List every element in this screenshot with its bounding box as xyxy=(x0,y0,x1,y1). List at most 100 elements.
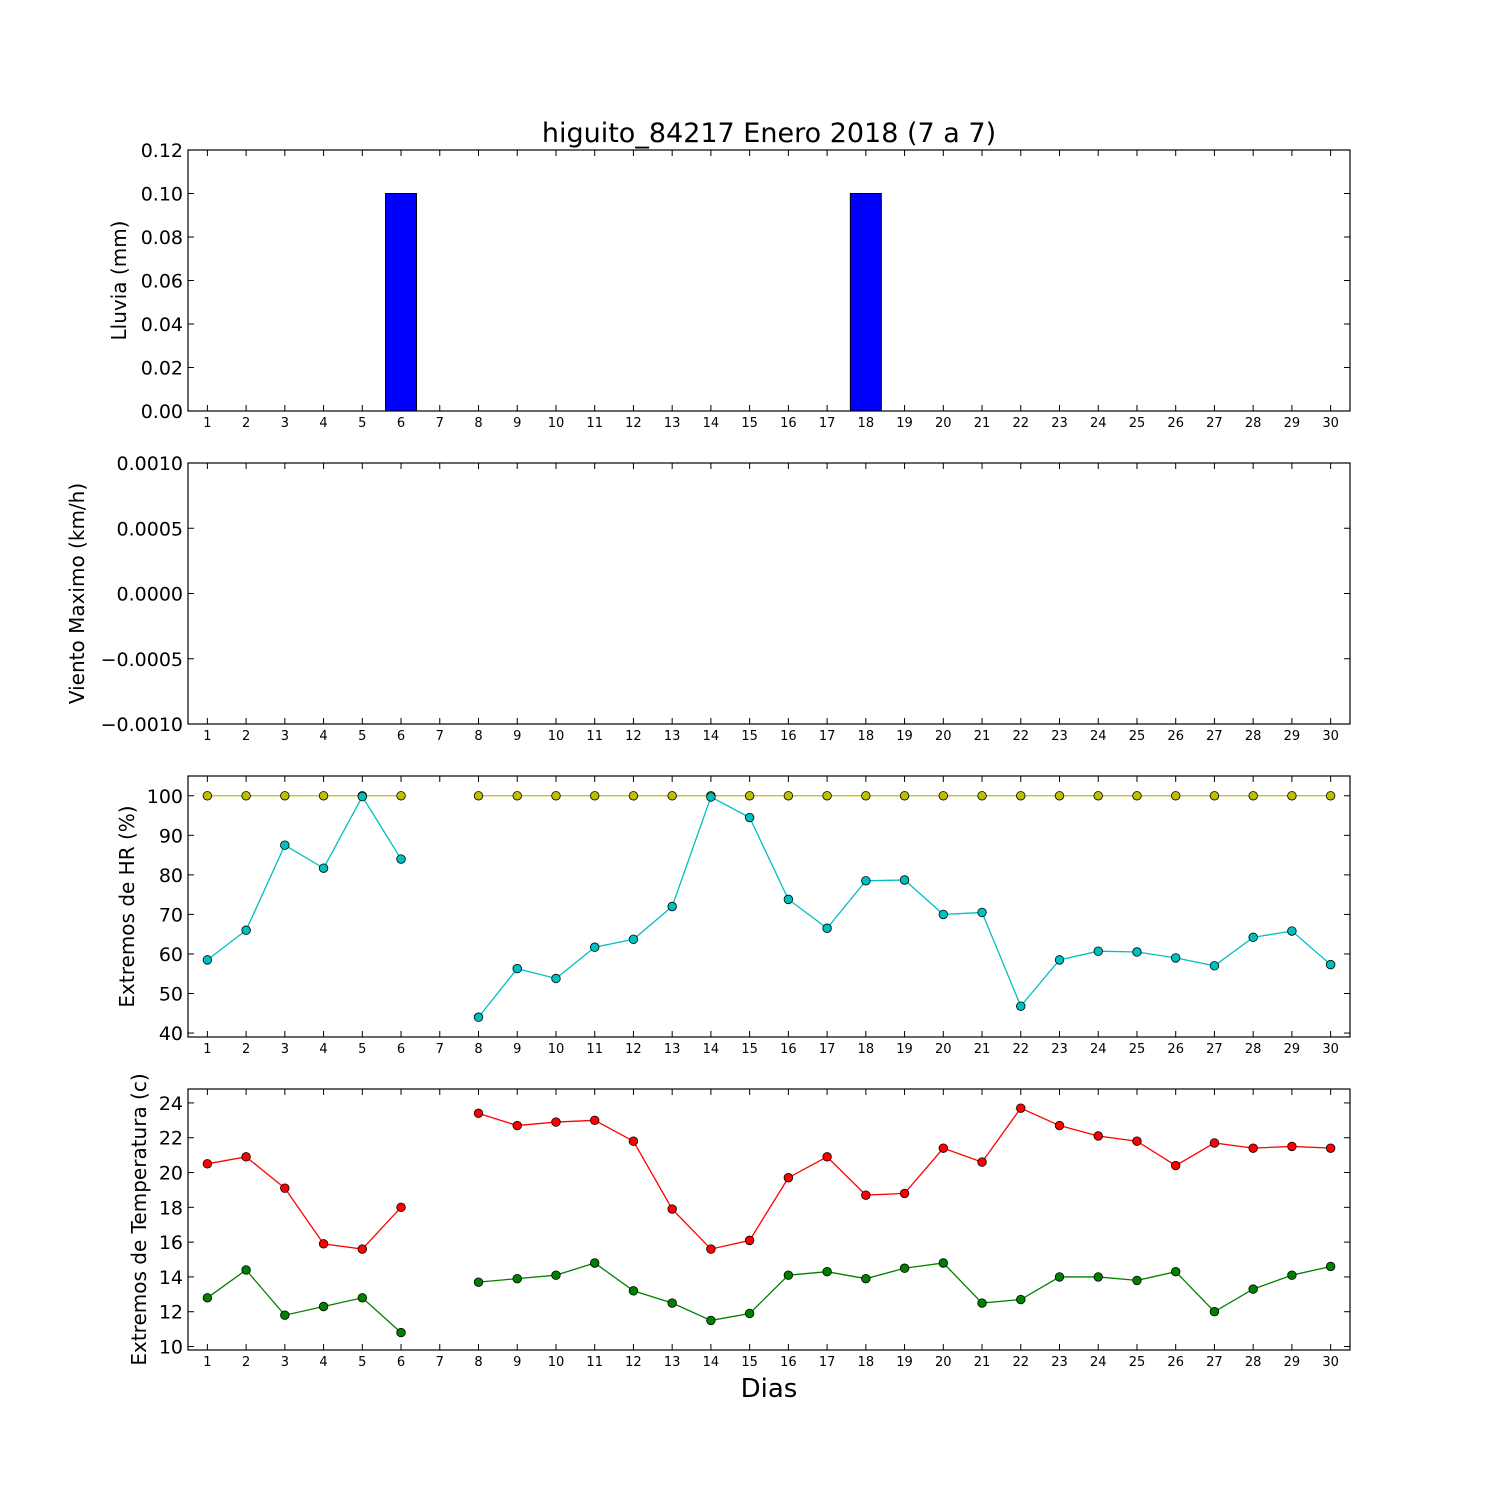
humidity-series-0-point xyxy=(241,791,251,801)
temperature-series-1-point xyxy=(318,1301,329,1312)
temperature-ytick-label: 24 xyxy=(159,1093,183,1115)
temperature-series-0-point xyxy=(706,1244,716,1254)
rain-xtick-label: 6 xyxy=(397,416,405,431)
temperature-ytick-label: 18 xyxy=(159,1197,183,1219)
rain-xtick-label: 3 xyxy=(281,416,289,431)
temperature-series-1-point xyxy=(938,1258,949,1268)
temperature-series-1-point xyxy=(1325,1261,1336,1272)
wind-xtick-label: 8 xyxy=(474,729,482,744)
rain-xtick-label: 26 xyxy=(1167,416,1184,431)
temperature-xtick-label: 19 xyxy=(896,1355,913,1370)
humidity-xtick-label: 15 xyxy=(741,1042,758,1057)
temperature-series-1-point xyxy=(822,1266,832,1277)
humidity-xtick-label: 9 xyxy=(513,1042,521,1057)
humidity-xtick-label: 12 xyxy=(625,1042,642,1057)
humidity-xtick-label: 23 xyxy=(1051,1042,1068,1057)
humidity-xtick-label: 8 xyxy=(474,1042,482,1057)
temperature-xtick-label: 23 xyxy=(1051,1355,1068,1370)
temperature-series-1-point xyxy=(899,1263,910,1273)
humidity-series-0-point xyxy=(590,791,600,801)
humidity-series-0-point xyxy=(512,791,522,801)
wind-ytick-label: −0.0010 xyxy=(101,714,183,736)
temperature-series-0-line xyxy=(207,1156,402,1250)
humidity-series-0-point xyxy=(1248,791,1258,801)
wind-xtick-label: 27 xyxy=(1206,729,1223,744)
temperature-series-0-point xyxy=(202,1159,213,1169)
temperature-series-0-point xyxy=(357,1244,368,1254)
rain-plot-frame xyxy=(187,149,1351,412)
wind-xtick-label: 30 xyxy=(1322,729,1339,744)
humidity-xtick-label: 18 xyxy=(858,1042,875,1057)
rain-ytick-label: 0.10 xyxy=(141,184,183,206)
temperature-series-0-point xyxy=(861,1190,871,1200)
temperature-series-0-point xyxy=(1016,1103,1026,1113)
humidity-xtick-label: 16 xyxy=(780,1042,797,1057)
humidity-xtick-label: 3 xyxy=(281,1042,289,1057)
wind-xtick-label: 3 xyxy=(281,729,289,744)
temperature-series-1-point xyxy=(280,1310,290,1320)
humidity-y-axis-label: Extremos de HR (%) xyxy=(115,805,139,1007)
temperature-ytick-label: 22 xyxy=(159,1128,183,1150)
temperature-xtick-label: 17 xyxy=(819,1355,836,1370)
temperature-series-1-point xyxy=(590,1258,600,1268)
humidity-series-0-point xyxy=(667,791,677,801)
humidity-xtick-label: 2 xyxy=(242,1042,250,1057)
temperature-xtick-label: 9 xyxy=(513,1355,521,1370)
humidity-series-0-point xyxy=(1170,791,1181,801)
rain-xtick-label: 21 xyxy=(974,416,991,431)
wind-xtick-label: 2 xyxy=(242,729,250,744)
humidity-series-0-point xyxy=(899,791,910,801)
temperature-xtick-label: 8 xyxy=(474,1355,482,1370)
temperature-xtick-label: 13 xyxy=(664,1355,681,1370)
wind-y-axis-label: Viento Maximo (km/h) xyxy=(65,483,89,704)
wind-ytick-label: 0.0000 xyxy=(117,584,183,606)
temperature-series-1-point xyxy=(1093,1272,1103,1282)
rain-xtick-label: 7 xyxy=(436,416,444,431)
humidity-series-1-point xyxy=(241,925,251,935)
humidity-series-1-point xyxy=(357,791,368,802)
temperature-series-0-point xyxy=(1325,1143,1336,1153)
humidity-series-1-point xyxy=(551,973,561,984)
rain-xtick-label: 10 xyxy=(548,416,565,431)
rain-xtick-label: 4 xyxy=(319,416,327,431)
rain-xtick-label: 29 xyxy=(1284,416,1301,431)
humidity-series-0-point xyxy=(1016,791,1026,801)
rain-xtick-label: 20 xyxy=(935,416,952,431)
temperature-series-1-point xyxy=(357,1293,368,1303)
humidity-series-0-point xyxy=(628,791,639,801)
wind-xtick-label: 12 xyxy=(625,729,642,744)
humidity-series-1-point xyxy=(1325,959,1336,970)
temperature-xtick-label: 14 xyxy=(703,1355,720,1370)
temperature-xtick-label: 30 xyxy=(1322,1355,1339,1370)
humidity-series-1-point xyxy=(899,875,910,885)
temperature-ytick-label: 16 xyxy=(159,1232,183,1254)
temperature-series-1-point xyxy=(1054,1272,1065,1282)
rain-bar xyxy=(849,193,882,412)
humidity-ytick-label: 100 xyxy=(147,786,183,808)
wind-plot-frame xyxy=(187,462,1351,725)
temperature-series-0-point xyxy=(1287,1141,1297,1152)
temperature-series-0-point xyxy=(1170,1160,1181,1171)
humidity-ytick-label: 50 xyxy=(159,984,183,1006)
temperature-series-0-point xyxy=(551,1117,561,1127)
temperature-xtick-label: 15 xyxy=(741,1355,758,1370)
temperature-xtick-label: 4 xyxy=(319,1355,327,1370)
temperature-series-0-point xyxy=(628,1136,639,1146)
temperature-series-1-point xyxy=(977,1298,987,1308)
humidity-series-1-point xyxy=(667,901,677,912)
rain-bar xyxy=(385,193,418,412)
humidity-xtick-label: 20 xyxy=(935,1042,952,1057)
chart-title: higuito_84217 Enero 2018 (7 a 7) xyxy=(542,118,996,149)
humidity-series-1-point xyxy=(1093,946,1103,956)
rain-xtick-label: 13 xyxy=(664,416,681,431)
temperature-y-axis-label: Extremos de Temperatura (c) xyxy=(127,1073,151,1365)
temperature-series-0-point xyxy=(1093,1131,1103,1141)
temperature-series-1-point xyxy=(202,1293,213,1303)
humidity-xtick-label: 10 xyxy=(548,1042,565,1057)
temperature-series-1-point xyxy=(473,1277,484,1287)
rain-xtick-label: 19 xyxy=(896,416,913,431)
rain-ytick-label: 0.00 xyxy=(141,401,183,423)
humidity-series-1-point xyxy=(861,876,871,886)
